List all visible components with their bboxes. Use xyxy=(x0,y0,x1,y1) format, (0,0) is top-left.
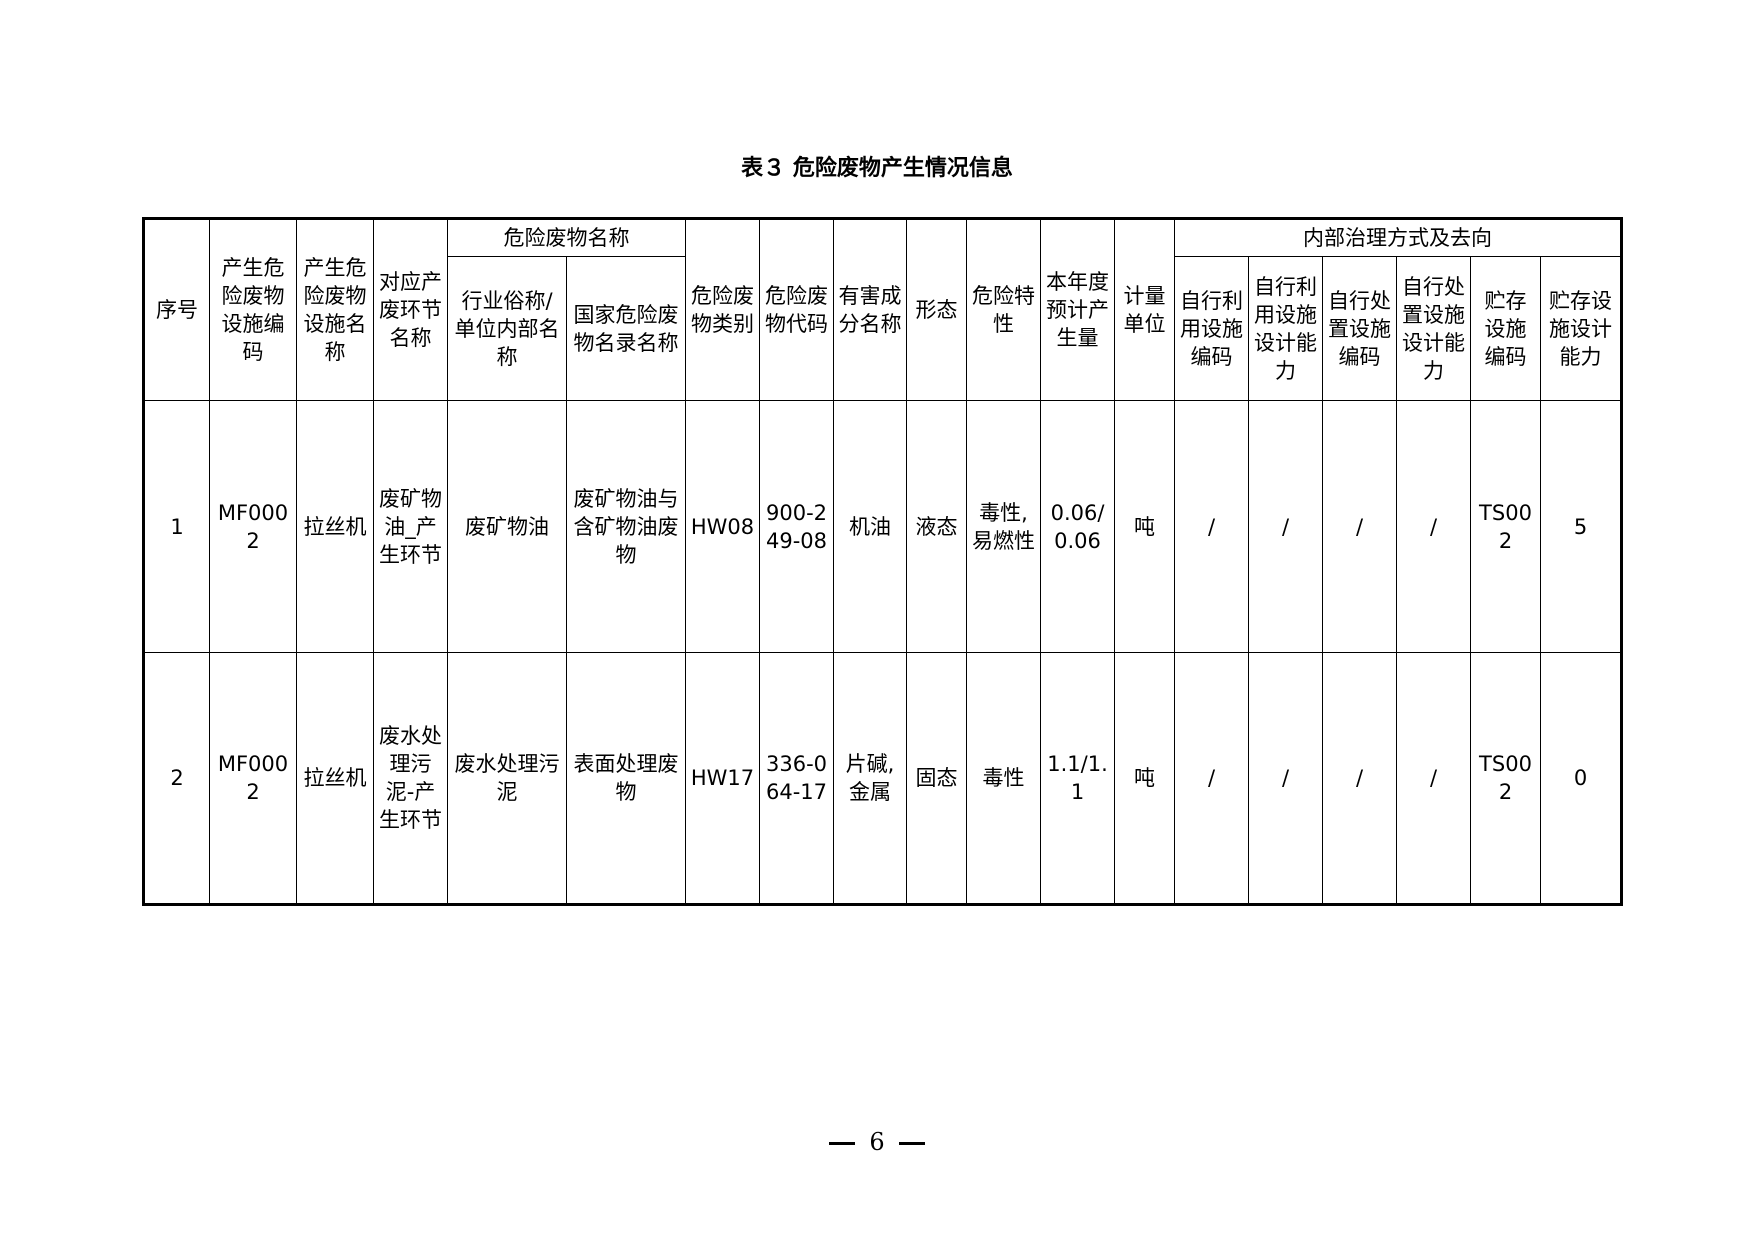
table-cell: 液态 xyxy=(906,400,967,653)
header-internal-group: 内部治理方式及去向 xyxy=(1173,218,1623,257)
header-dispose-cap: 自行处置设施设计能力 xyxy=(1396,256,1471,401)
table-cell: 废矿物油_产生环节 xyxy=(373,400,448,653)
header-property: 危险特性 xyxy=(966,218,1041,401)
header-harmful: 有害成分名称 xyxy=(833,218,907,401)
header-waste-name-group: 危险废物名称 xyxy=(447,218,686,257)
table-cell: 拉丝机 xyxy=(296,652,374,905)
header-reuse-cap: 自行利用设施设计能力 xyxy=(1248,256,1323,401)
table-cell: 废矿物油 xyxy=(447,400,567,653)
table-cell: / xyxy=(1174,652,1249,905)
header-facility-name: 产生危险废物设施名称 xyxy=(296,218,374,401)
header-facility-code: 产生危险废物设施编码 xyxy=(209,218,297,401)
header-reuse-code: 自行利用设施编码 xyxy=(1174,256,1249,401)
table-cell: 废水处理污泥 xyxy=(447,652,567,905)
header-unit: 计量单位 xyxy=(1114,218,1175,401)
dash-left xyxy=(829,1142,856,1145)
table-cell: / xyxy=(1322,400,1397,653)
table-cell: 机油 xyxy=(833,400,907,653)
table-cell: / xyxy=(1322,652,1397,905)
table-cell: / xyxy=(1174,400,1249,653)
header-dispose-code: 自行处置设施编码 xyxy=(1322,256,1397,401)
table-cell: 吨 xyxy=(1114,400,1175,653)
dash-right xyxy=(898,1142,925,1145)
header-industry-name: 行业俗称/单位内部名称 xyxy=(447,256,567,401)
table-cell: 0 xyxy=(1539,652,1623,905)
table-cell: 1.1/1.1 xyxy=(1040,652,1115,905)
table-cell: 片碱,金属 xyxy=(833,652,907,905)
table-cell: MF0002 xyxy=(209,652,297,905)
table-title: 表３ 危险废物产生情况信息 xyxy=(741,156,1013,181)
header-category: 危险废物类别 xyxy=(685,218,760,401)
table-cell: TS002 xyxy=(1470,400,1541,653)
table-cell: 吨 xyxy=(1114,652,1175,905)
table-row: 2 MF0002 拉丝机 废水处理污泥-产生环节 废水处理污泥 表面处理废物 HW17 336… xyxy=(143,652,1623,905)
table-cell: TS002 xyxy=(1470,652,1541,905)
table-cell: 废水处理污泥-产生环节 xyxy=(373,652,448,905)
page-number: 6 xyxy=(869,1128,885,1156)
table-cell: 2 xyxy=(143,652,210,905)
table-cell: / xyxy=(1396,400,1471,653)
table-cell: 废矿物油与含矿物油废物 xyxy=(566,400,686,653)
table-cell: 毒性 xyxy=(966,652,1041,905)
header-storage-cap: 贮存设施设计能力 xyxy=(1539,256,1623,401)
table-cell: 5 xyxy=(1539,400,1623,653)
table-cell: 毒性,易燃性 xyxy=(966,400,1041,653)
table-cell: MF0002 xyxy=(209,400,297,653)
table-cell: 1 xyxy=(143,400,210,653)
header-storage-code: 贮存设施编码 xyxy=(1470,256,1541,401)
table-row: 1 MF0002 拉丝机 废矿物油_产生环节 废矿物油 废矿物油与含矿物油废物 HW08 90… xyxy=(143,400,1623,653)
header-process: 对应产废环节名称 xyxy=(373,218,448,401)
table-cell: HW08 xyxy=(685,400,760,653)
table-cell: 900-249-08 xyxy=(759,400,834,653)
table-cell: 表面处理废物 xyxy=(566,652,686,905)
table-cell: 0.06/0.06 xyxy=(1040,400,1115,653)
hazardous-waste-table: 序号 产生危险废物设施编码 产生危险废物设施名称 对应产废环节名称 危险废物名称… xyxy=(142,217,1624,906)
table-cell: / xyxy=(1248,400,1323,653)
header-national-name: 国家危险废物名录名称 xyxy=(566,256,686,401)
page-footer: 6 xyxy=(0,1128,1754,1156)
header-form: 形态 xyxy=(906,218,967,401)
table-cell: 固态 xyxy=(906,652,967,905)
table-cell: / xyxy=(1248,652,1323,905)
table-cell: 拉丝机 xyxy=(296,400,374,653)
header-seq: 序号 xyxy=(143,218,210,401)
header-code: 危险废物代码 xyxy=(759,218,834,401)
table-cell: 336-064-17 xyxy=(759,652,834,905)
table-cell: HW17 xyxy=(685,652,760,905)
header-amount: 本年度预计产生量 xyxy=(1040,218,1115,401)
table-cell: / xyxy=(1396,652,1471,905)
